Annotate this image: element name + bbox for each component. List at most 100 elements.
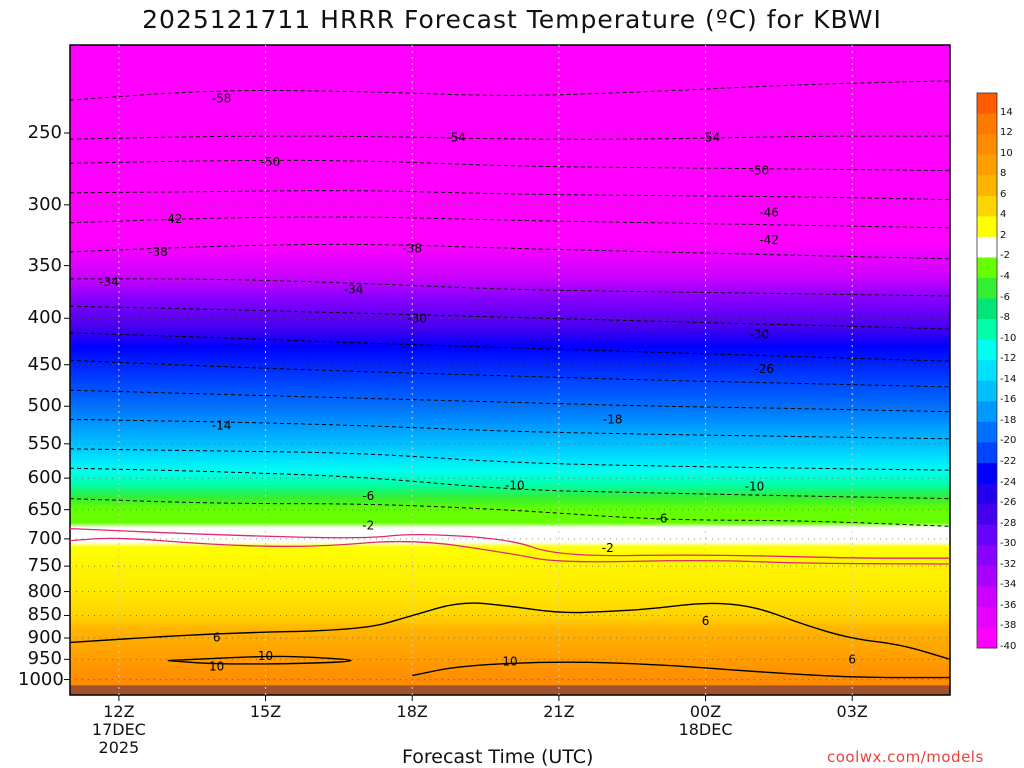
freezing-line: [69, 537, 951, 565]
contour-label: -46: [759, 206, 779, 220]
contour-label-layer: -58 -54 -54 -50 -50 -46 -42 -42 -38 -38 -34 -34 -30 -…: [99, 91, 856, 673]
contour-label: -2: [602, 541, 614, 555]
colorbar-label: 6: [1000, 188, 1007, 200]
x-tick-label: 12Z: [103, 702, 135, 721]
temperature-field: [70, 45, 950, 695]
colorbar-swatch: [977, 339, 997, 361]
colorbar-swatch: [977, 154, 997, 176]
y-tick-label: 550: [27, 432, 62, 454]
isotherm-negative: [69, 418, 951, 440]
contour-label: 10: [209, 660, 224, 674]
y-tick-label: 350: [27, 254, 62, 276]
x-tick-label: 21Z: [543, 702, 575, 721]
x-tick-label: 18Z: [396, 702, 428, 721]
isotherm-negative: [69, 448, 951, 471]
y-tick-label: 850: [27, 604, 62, 626]
contour-label: -50: [261, 155, 281, 169]
x-tick-label: 17DEC: [91, 720, 146, 739]
colorbar-label: -22: [1000, 456, 1017, 467]
colorbar-label: 12: [1000, 127, 1013, 139]
isotherm-negative: [69, 498, 951, 527]
contour-label: -2: [362, 519, 374, 533]
colorbar-label: -10: [1000, 332, 1017, 344]
colorbar-swatch: [977, 606, 997, 628]
colorbar-swatch: [977, 442, 997, 464]
colorbar-label: -26: [1000, 497, 1017, 509]
isotherm-negative: [69, 359, 951, 388]
colorbar-label: -2: [1000, 250, 1010, 262]
colorbar-swatch: [977, 195, 997, 217]
x-tick-label: 15Z: [249, 702, 282, 721]
x-tick-label: 2025: [98, 738, 140, 757]
colorbar-label: -12: [1000, 353, 1017, 365]
isotherm-negative: [69, 389, 951, 413]
colorbar-swatch: [977, 380, 997, 402]
isotherm-negative: [69, 243, 951, 260]
colorbar-label: -18: [1000, 414, 1017, 426]
plot-border: [69, 44, 951, 696]
isotherm-negative: [70, 278, 951, 297]
contour-label: -42: [163, 212, 183, 226]
colorbar-label: 4: [1000, 209, 1007, 221]
y-tick-label: 900: [27, 626, 62, 648]
colorbar-swatch: [977, 504, 997, 526]
contour-label: -54: [701, 131, 721, 145]
contour-label: -58: [212, 91, 232, 105]
colorbar-label: 2: [1000, 229, 1007, 241]
contour-label: -30: [407, 311, 427, 325]
colorbar-label: -34: [1000, 579, 1017, 591]
colorbar-swatch: [977, 319, 997, 341]
colorbar-label: 14: [1000, 106, 1013, 118]
colorbar-swatch: [977, 360, 997, 382]
y-tick-label: 750: [27, 555, 62, 577]
contour-layer: [69, 80, 951, 679]
colorbar-label: 8: [1000, 168, 1007, 180]
isotherm-positive: [69, 602, 951, 660]
colorbar-swatch: [977, 524, 997, 546]
contour-label: -10: [745, 480, 765, 494]
colorbar-label: -8: [1000, 312, 1010, 324]
colorbar-label: -4: [1000, 271, 1010, 282]
colorbar-border: [976, 92, 998, 649]
contour-label: -34: [99, 275, 119, 289]
freezing-line: [69, 527, 950, 559]
colorbar-label: -20: [1000, 435, 1017, 447]
y-tick-label: 1000: [18, 668, 64, 690]
y-tick-label: 600: [27, 467, 62, 489]
y-tick-label: 300: [27, 193, 62, 215]
y-tick-label: 450: [27, 353, 62, 375]
colorbar-label: -24: [1000, 476, 1017, 488]
contour-label: 10: [502, 654, 517, 668]
colorbar-label: -14: [1000, 373, 1017, 385]
contour-label: 6: [213, 631, 221, 645]
contour-label: 10: [258, 649, 273, 663]
colorbar-swatch: [977, 565, 997, 587]
y-tick-label: 650: [27, 498, 62, 520]
colorbar-swatch: [977, 483, 997, 505]
y-tick-label: 250: [27, 121, 62, 143]
colorbar-swatch: [977, 236, 997, 258]
colorbar-swatch: [977, 257, 997, 279]
ground-strip: [70, 685, 950, 695]
colorbar-label: 10: [1000, 147, 1013, 159]
plot-area: [69, 44, 951, 696]
colorbar-swatch: [977, 421, 997, 443]
colorbar-label: -38: [1000, 620, 1017, 632]
contour-label: -42: [759, 233, 779, 247]
y-tick-label: 500: [27, 395, 62, 417]
contour-label: -6: [656, 512, 668, 526]
colorbar-label: -6: [1000, 291, 1010, 303]
contour-label: -34: [344, 283, 364, 297]
contour-label: -54: [446, 131, 466, 145]
contour-label: -26: [754, 362, 774, 376]
isotherm-positive: [412, 661, 950, 679]
isotherm-negative: [69, 80, 951, 101]
colorbar: [976, 92, 998, 649]
isotherm-negative: [69, 216, 951, 229]
isotherm-positive: [167, 655, 352, 665]
contour-label: -10: [505, 478, 525, 492]
colorbar-label: -36: [1000, 599, 1017, 611]
colorbar-swatch: [977, 175, 997, 197]
colorbar-swatch: [977, 401, 997, 423]
